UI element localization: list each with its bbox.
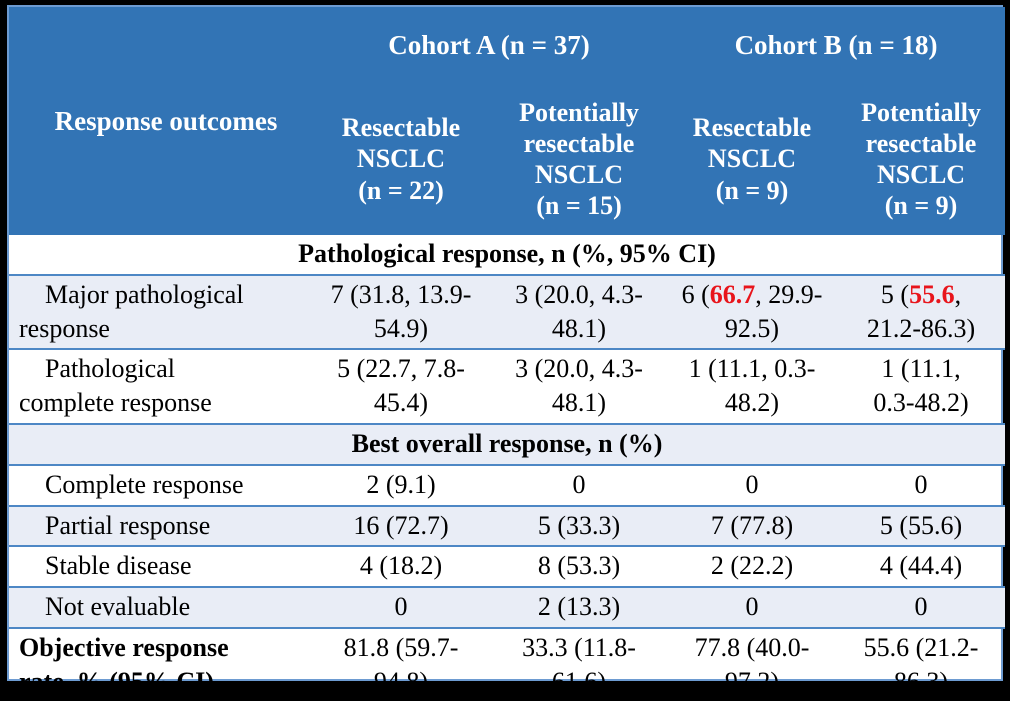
data-cell: 55.6 (21.2- 86.3) [863, 632, 979, 696]
row-major-pathological-response: Major pathological response 7 (31.8, 13.… [9, 274, 1006, 350]
row-objective-response-rate: Objective response rate, % (95% CI) 81.8… [9, 627, 1006, 702]
data-cell: 0 [394, 592, 408, 622]
subheader-cohort-b-potentially-resectable: Potentially resectable NSCLC (n = 9) [837, 83, 1006, 235]
data-cell: 2 (22.2) [710, 551, 794, 581]
subheader-cohort-a-resectable: Resectable NSCLC (n = 22) [311, 83, 491, 235]
row-label: Not evaluable [45, 592, 191, 622]
data-cell: 16 (72.7) [353, 510, 449, 540]
section-row-best-overall-response: Best overall response, n (%) [9, 423, 1006, 465]
data-cell: 5 (55.6, 21.2-86.3) [837, 275, 1005, 350]
data-cell: 7 (77.8) [710, 510, 794, 540]
data-cell: 6 (66.7, 29.9- 92.5) [667, 275, 837, 350]
data-cell: 5 (55.6) [879, 510, 963, 540]
highlighted-value: 66.7 [709, 279, 756, 309]
value-part: , 21.2-86.3) [866, 279, 976, 343]
data-cell: 3 (20.0, 4.3- 48.1) [491, 275, 667, 350]
value-part: , 29.9- 92.5) [724, 279, 823, 343]
value-part: 3 (20.0, 4.3- 48.1) [515, 279, 643, 343]
row-pathological-complete-response: Pathological complete response 5 (22.7, … [9, 349, 1006, 424]
cohort-header-row: Response outcomes Cohort A (n = 37) Coho… [9, 7, 1006, 235]
data-cell: 7 (31.8, 13.9- 54.9) [311, 275, 491, 350]
row-partial-response: Partial response 16 (72.7) 5 (33.3) 7 (7… [9, 505, 1006, 547]
header-response-outcomes: Response outcomes [9, 7, 311, 235]
row-label: Complete response [45, 469, 244, 499]
header-cohort-a: Cohort A (n = 37) [311, 7, 667, 83]
table-header: Response outcomes Cohort A (n = 37) Coho… [9, 7, 1006, 235]
section-title: Pathological response, n (%, 95% CI) [298, 239, 716, 268]
row-not-evaluable: Not evaluable 0 2 (13.3) 0 0 [9, 587, 1006, 628]
subheader-row: Resectable NSCLC (n = 22) Potentially re… [9, 83, 1006, 235]
data-cell: 4 (44.4) [879, 551, 963, 581]
data-cell: 8 (53.3) [537, 551, 621, 581]
value-part: 5 ( [880, 279, 910, 309]
section-title: Best overall response, n (%) [351, 428, 663, 458]
row-complete-response: Complete response 2 (9.1) 0 0 0 [9, 464, 1006, 506]
data-cell: 81.8 (59.7- 94.8) [343, 632, 459, 696]
row-stable-disease: Stable disease 4 (18.2) 8 (53.3) 2 (22.2… [9, 546, 1006, 587]
data-cell: 5 (22.7, 7.8- 45.4) [337, 354, 465, 418]
data-cell: 0 [745, 469, 759, 499]
row-label: Objective response rate, % (95% CI) [19, 632, 229, 696]
data-cell: 3 (20.0, 4.3- 48.1) [515, 354, 643, 418]
row-label: Stable disease [45, 551, 192, 581]
data-cell: 5 (33.3) [537, 510, 621, 540]
data-cell: 0 [914, 469, 928, 499]
response-outcomes-table: Response outcomes Cohort A (n = 37) Coho… [9, 7, 1006, 702]
data-cell: 4 (18.2) [359, 551, 443, 581]
row-label: Pathological complete response [19, 354, 212, 418]
row-label: Partial response [45, 510, 211, 540]
data-cell: 2 (9.1) [366, 469, 436, 499]
row-label: Major pathological response [19, 279, 244, 343]
data-cell: 0 [914, 592, 928, 622]
highlighted-value: 55.6 [909, 279, 955, 309]
data-cell: 2 (13.3) [537, 592, 621, 622]
value-part: 6 ( [681, 279, 710, 309]
data-cell: 1 (11.1, 0.3-48.2) [873, 354, 969, 418]
subheader-cohort-b-resectable: Resectable NSCLC (n = 9) [667, 83, 837, 235]
section-row-pathological-response: Pathological response, n (%, 95% CI) [9, 235, 1005, 275]
value-part: 7 (31.8, 13.9- 54.9) [330, 279, 472, 343]
header-cohort-b: Cohort B (n = 18) [667, 7, 1006, 83]
table-wrapper: Response outcomes Cohort A (n = 37) Coho… [7, 5, 1006, 696]
data-cell: 0 [745, 592, 759, 622]
data-cell: 0 [572, 469, 586, 499]
data-cell: 33.3 (11.8- 61.6) [522, 632, 636, 696]
table-body: Pathological response, n (%, 95% CI) Maj… [9, 235, 1006, 702]
data-cell: 1 (11.1, 0.3- 48.2) [688, 354, 816, 418]
data-cell: 77.8 (40.0- 97.2) [694, 632, 810, 696]
subheader-cohort-a-potentially-resectable: Potentially resectable NSCLC (n = 15) [491, 83, 667, 235]
